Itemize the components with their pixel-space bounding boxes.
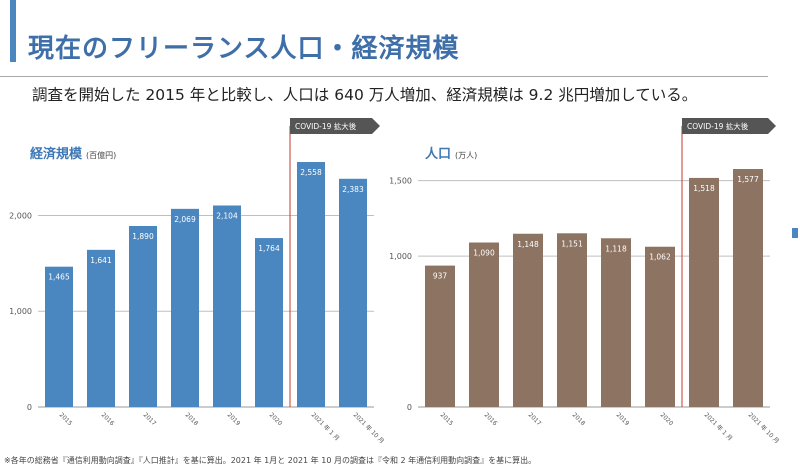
bar bbox=[87, 249, 115, 407]
y-tick-label: 1,500 bbox=[389, 177, 412, 186]
bar-value-label: 2,069 bbox=[174, 215, 196, 224]
y-tick-label: 1,000 bbox=[9, 307, 32, 316]
population-title-text: 人口 bbox=[425, 147, 452, 162]
bar bbox=[425, 265, 455, 407]
bar bbox=[297, 162, 325, 407]
x-category-label: 2018 bbox=[571, 411, 587, 427]
x-category-label: 2017 bbox=[527, 411, 543, 427]
x-category-label: 2021 年 1 月 bbox=[310, 411, 342, 443]
x-category-label: 2016 bbox=[483, 411, 499, 427]
bar-value-label: 1,151 bbox=[561, 239, 583, 248]
covid-arrow-banner bbox=[290, 118, 380, 134]
bar-value-label: 1,764 bbox=[258, 244, 280, 253]
x-category-label: 2017 bbox=[142, 411, 158, 427]
page-subtitle: 調査を開始した 2015 年と比較し、人口は 640 万人増加、経済規模は 9.… bbox=[32, 86, 698, 104]
population-unit: (万人) bbox=[455, 151, 478, 160]
x-category-label: 2021 年 10 月 bbox=[352, 411, 384, 445]
x-category-label: 2019 bbox=[226, 411, 242, 427]
x-category-label: 2021 年 10 月 bbox=[747, 411, 781, 445]
bar bbox=[557, 233, 587, 407]
bar-value-label: 1,518 bbox=[693, 184, 715, 193]
page-edge-marker bbox=[792, 228, 798, 238]
bar-value-label: 1,062 bbox=[649, 253, 671, 262]
y-tick-label: 1,000 bbox=[389, 252, 412, 261]
bar-value-label: 1,890 bbox=[132, 232, 154, 241]
title-divider bbox=[0, 76, 768, 77]
population-chart-title: 人口 (万人) bbox=[425, 143, 477, 162]
bar bbox=[45, 266, 73, 407]
page-title: 現在のフリーランス人口・経済規模 bbox=[28, 34, 460, 64]
bar bbox=[213, 205, 241, 407]
x-category-label: 2021 年 1 月 bbox=[703, 411, 735, 443]
bar-value-label: 937 bbox=[433, 272, 448, 281]
footnote: ※各年の総務省『通信利用動向調査』『人口推計』を基に算出。2021 年 1月と … bbox=[4, 456, 537, 465]
x-category-label: 2015 bbox=[439, 411, 455, 427]
bar-value-label: 2,558 bbox=[300, 168, 322, 177]
title-accent-bar bbox=[10, 0, 16, 62]
bar-value-label: 1,577 bbox=[737, 175, 759, 184]
bar-value-label: 2,383 bbox=[342, 185, 364, 194]
bar bbox=[339, 178, 367, 407]
x-category-label: 2015 bbox=[58, 411, 74, 427]
bar bbox=[645, 246, 675, 407]
covid-arrow-banner bbox=[682, 118, 776, 134]
bar bbox=[689, 177, 719, 407]
economic-scale-title-text: 経済規模 bbox=[30, 147, 83, 162]
population-bar-chart: 0 1,000 1,500 COVID-19 拡大後 937 2015 1,090 2016 1… bbox=[389, 118, 781, 445]
x-category-label: 2016 bbox=[100, 411, 116, 427]
bar-value-label: 1,090 bbox=[473, 249, 495, 258]
economic-scale-chart-title: 経済規模 (百億円) bbox=[30, 143, 116, 162]
bar bbox=[733, 169, 763, 407]
x-category-label: 2018 bbox=[184, 411, 200, 427]
x-category-label: 2020 bbox=[659, 411, 675, 427]
bar bbox=[469, 242, 499, 407]
bar bbox=[255, 238, 283, 407]
x-category-label: 2019 bbox=[615, 411, 631, 427]
bar bbox=[129, 225, 157, 407]
y-tick-label: 0 bbox=[27, 403, 32, 412]
bar-value-label: 1,118 bbox=[605, 244, 627, 253]
y-tick-label: 2,000 bbox=[9, 211, 32, 220]
covid-annotation-text: COVID-19 拡大後 bbox=[295, 121, 357, 131]
y-tick-label: 0 bbox=[407, 403, 412, 412]
bar-value-label: 1,148 bbox=[517, 240, 539, 249]
economic-scale-bar-chart: 0 1,000 2,000 COVID-19 拡大後 1,465 2015 1,641 201… bbox=[9, 118, 384, 445]
bar-value-label: 2,104 bbox=[216, 212, 238, 221]
bar-value-label: 1,465 bbox=[48, 273, 70, 282]
bar bbox=[171, 208, 199, 407]
bar-value-label: 1,641 bbox=[90, 256, 112, 265]
economic-scale-unit: (百億円) bbox=[86, 151, 117, 160]
bar bbox=[513, 233, 543, 407]
bar bbox=[601, 238, 631, 407]
x-category-label: 2020 bbox=[268, 411, 284, 427]
covid-annotation-text: COVID-19 拡大後 bbox=[687, 121, 749, 131]
